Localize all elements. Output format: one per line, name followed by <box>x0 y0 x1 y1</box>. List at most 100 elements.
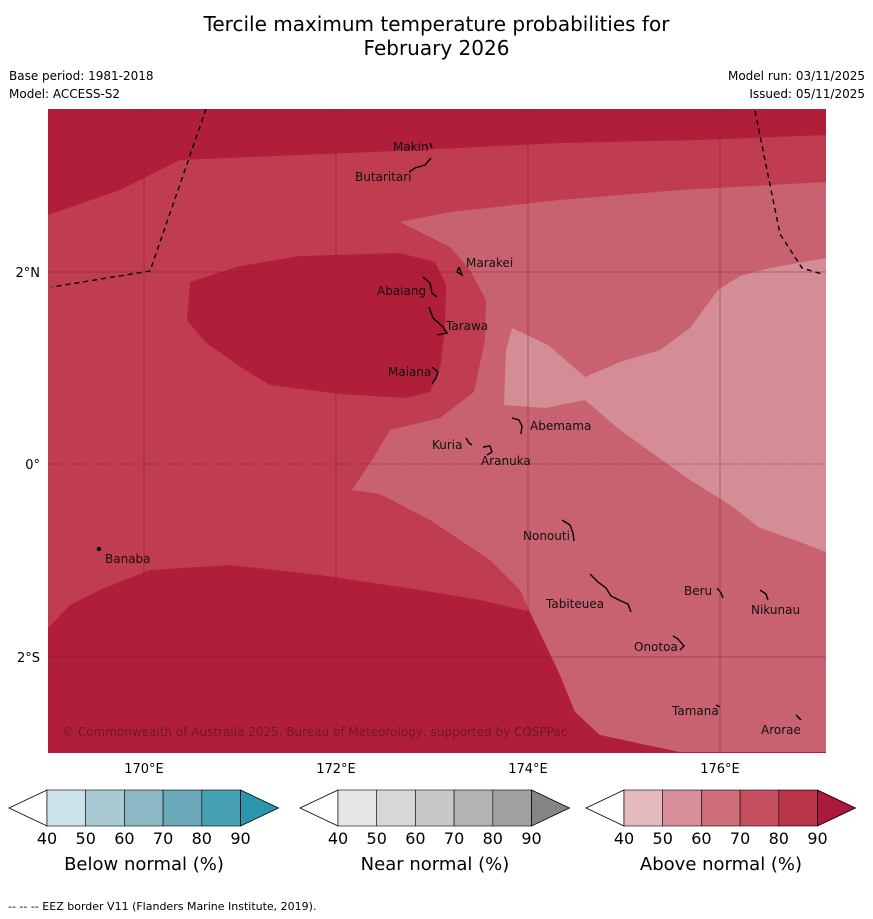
colorbar-segment <box>46 789 87 827</box>
label-maiana: Maiana <box>388 365 431 379</box>
colorbar-title-below: Below normal (%) <box>64 854 224 875</box>
colorbar-tick-label: 40 <box>37 829 57 848</box>
colorbar-segment <box>376 789 416 827</box>
colorbar-near: 40 50 60 70 80 90 <box>299 789 571 848</box>
island-banaba <box>96 546 102 552</box>
island-kuria <box>465 437 473 446</box>
title-line-1: Tercile maximum temperature probabilitie… <box>203 12 670 36</box>
place-labels: Makin Butaritari Marakei Abaiang Tarawa … <box>105 140 801 737</box>
label-beru: Beru <box>684 584 712 598</box>
label-tarawa: Tarawa <box>445 319 488 333</box>
chart-title: Tercile maximum temperature probabilitie… <box>0 12 873 60</box>
label-butaritari: Butaritari <box>355 170 412 184</box>
model-name: Model: ACCESS-S2 <box>9 87 121 101</box>
colorbar-tick-label: 70 <box>730 829 750 848</box>
island-tamana <box>715 704 721 708</box>
island-onotoa <box>672 635 685 651</box>
colorbar-tick-label: 80 <box>483 829 503 848</box>
colorbar-segment <box>201 789 241 827</box>
colorbar-tick-label: 70 <box>153 829 173 848</box>
colorbar-tick-label: 50 <box>76 829 96 848</box>
colorbar-above: 40 50 60 70 80 90 <box>585 789 857 848</box>
colorbar-tick-label: 50 <box>653 829 673 848</box>
colorbars: 40 50 60 70 80 90 40 50 60 70 80 90 40 50 60 70 80 90 <box>8 789 857 848</box>
colorbar-extend-high <box>531 789 571 827</box>
island-nonouti <box>561 519 575 542</box>
island-outlines <box>96 142 802 721</box>
label-makin: Makin <box>393 140 429 154</box>
title-line-2: February 2026 <box>363 36 510 60</box>
island-makin <box>429 142 433 149</box>
colorbar-tick-label: 60 <box>114 829 134 848</box>
island-maiana <box>431 366 439 385</box>
island-butaritari <box>408 157 432 173</box>
colorbar-segment <box>337 789 378 827</box>
base-period: Base period: 1981-2018 <box>9 69 154 83</box>
colorbar-segment <box>85 789 125 827</box>
lon-label-172e: 172°E <box>316 762 356 777</box>
lon-label-176e: 176°E <box>700 762 740 777</box>
band-above-60 <box>504 258 826 552</box>
island-abemama <box>511 417 523 435</box>
label-tamana: Tamana <box>671 704 719 718</box>
meta-left: Base period: 1981-2018 Model: ACCESS-S2 <box>9 67 154 103</box>
label-onotoa: Onotoa <box>634 640 678 654</box>
colorbar-segment <box>124 789 164 827</box>
colorbar-segment <box>778 789 818 827</box>
island-nikunau <box>759 589 769 601</box>
island-beru <box>716 587 724 599</box>
label-nonouti: Nonouti <box>523 529 570 543</box>
lon-label-174e: 174°E <box>508 762 548 777</box>
colorbar-extend-high <box>817 789 857 827</box>
lat-label-0: 0° <box>25 458 40 473</box>
copyright-notice: © Commonwealth of Australia 2025, Bureau… <box>62 725 567 739</box>
graticule <box>48 109 826 753</box>
colorbar-tick-label: 90 <box>807 829 827 848</box>
label-aranuka: Aranuka <box>481 454 531 468</box>
model-run: Model run: 03/11/2025 <box>727 69 865 83</box>
colorbar-segment <box>623 789 664 827</box>
lon-axis-labels: 170°E 172°E 174°E 176°E <box>124 762 740 777</box>
island-arorae <box>795 714 802 721</box>
issued-date: Issued: 05/11/2025 <box>749 87 865 101</box>
label-nikunau: Nikunau <box>751 603 800 617</box>
lat-label-2s: 2°S <box>17 651 40 666</box>
lon-label-170e: 170°E <box>124 762 164 777</box>
eez-border <box>51 109 823 288</box>
colorbar-tick-label: 70 <box>444 829 464 848</box>
colorbar-segment <box>162 789 203 827</box>
label-abaiang: Abaiang <box>377 284 426 298</box>
colorbar-tick-label: 40 <box>328 829 348 848</box>
colorbar-extend-low <box>8 789 48 827</box>
band-above-90-inner <box>187 253 446 398</box>
band-above-80-west <box>0 628 48 752</box>
colorbar-below: 40 50 60 70 80 90 <box>8 789 280 848</box>
eez-footnote: -- -- -- EEZ border V11 (Flanders Marine… <box>8 900 317 913</box>
lat-axis-labels: 2°N 0° 2°S <box>16 266 41 666</box>
meta-right: Model run: 03/11/2025 Issued: 05/11/2025 <box>728 67 865 103</box>
label-arorae: Arorae <box>761 723 801 737</box>
colorbar-segment <box>492 789 532 827</box>
colorbar-tick-label: 80 <box>192 829 212 848</box>
label-marakei: Marakei <box>466 256 513 270</box>
colorbar-tick-label: 80 <box>769 829 789 848</box>
colorbar-extend-low <box>299 789 339 827</box>
colorbar-title-above: Above normal (%) <box>639 854 803 875</box>
probability-field: Makin Butaritari Marakei Abaiang Tarawa … <box>0 109 826 753</box>
colorbar-tick-label: 60 <box>405 829 425 848</box>
colorbar-tick-label: 90 <box>521 829 541 848</box>
label-tabiteuea: Tabiteuea <box>545 597 604 611</box>
colorbar-extend-low <box>585 789 625 827</box>
colorbar-segment <box>662 789 702 827</box>
label-kuria: Kuria <box>432 438 463 452</box>
colorbar-extend-high <box>240 789 280 827</box>
colorbar-segment <box>415 789 455 827</box>
colorbar-tick-label: 40 <box>614 829 634 848</box>
colorbar-tick-label: 60 <box>691 829 711 848</box>
colorbar-tick-label: 90 <box>230 829 250 848</box>
label-banaba: Banaba <box>105 552 151 566</box>
lat-label-2n: 2°N <box>16 266 41 281</box>
colorbar-segment <box>453 789 494 827</box>
island-abaiang <box>422 276 438 298</box>
